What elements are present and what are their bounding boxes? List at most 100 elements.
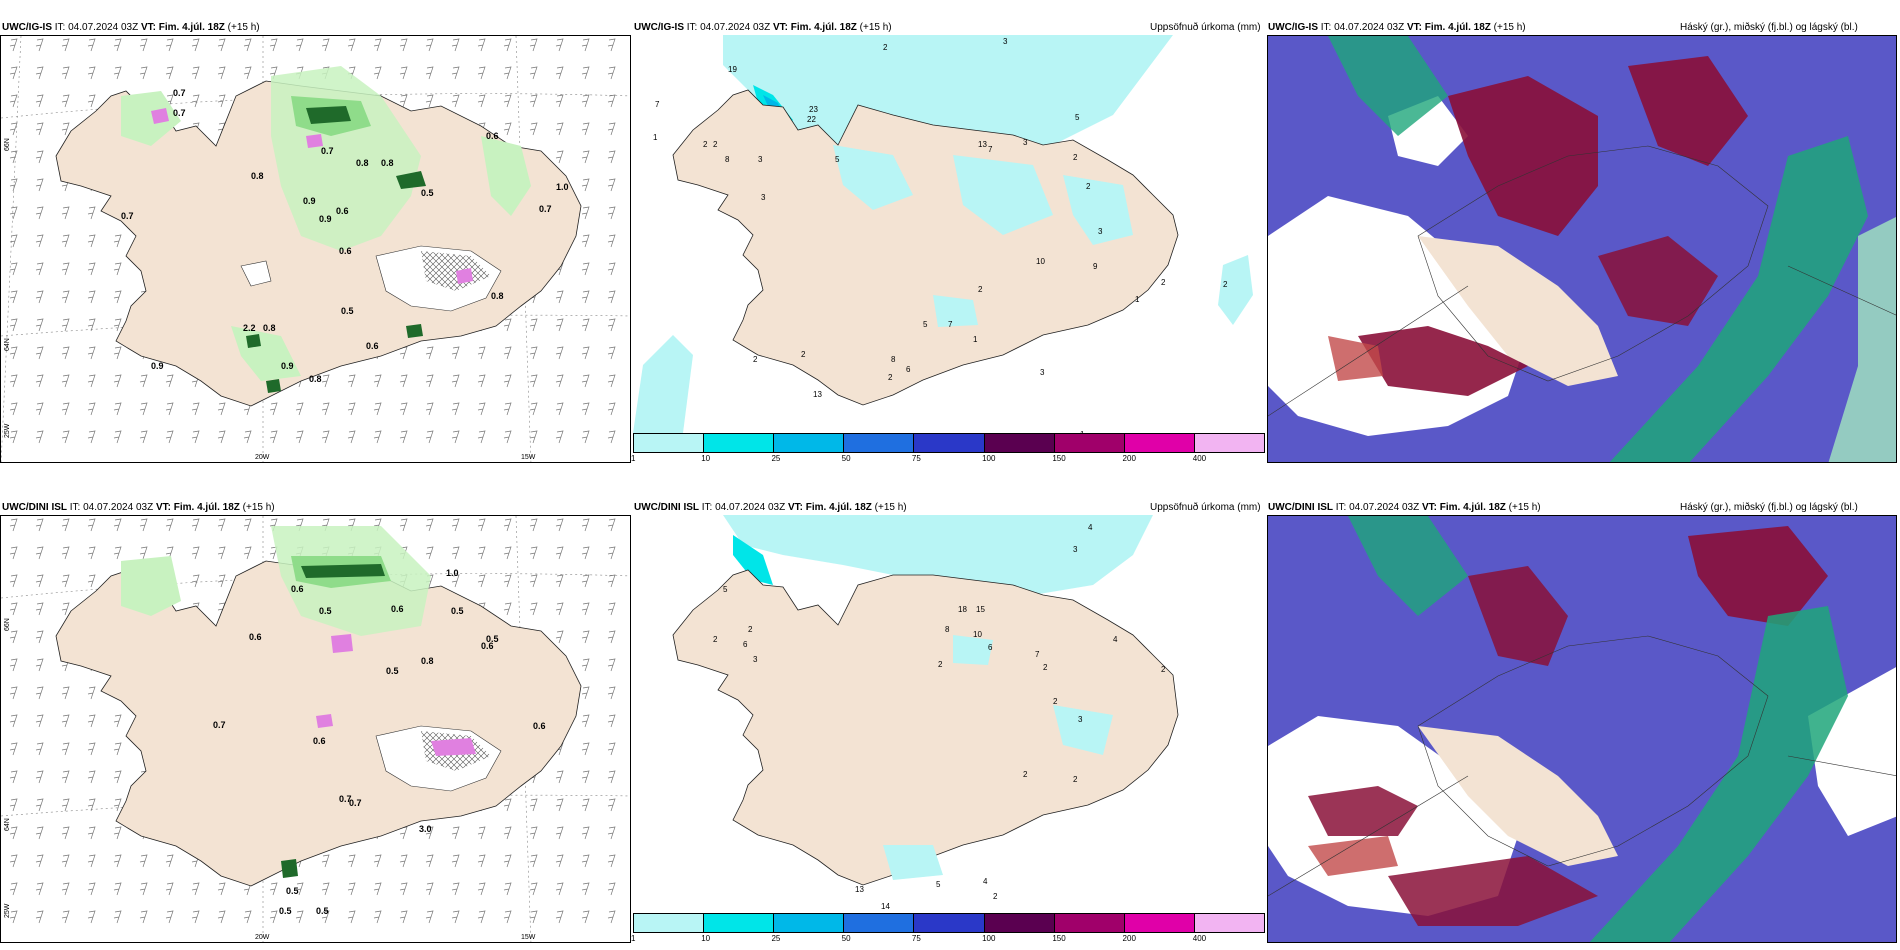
- map-value-label: 0.7: [321, 146, 334, 156]
- it-label: IT:: [54, 22, 66, 33]
- snow-areas: [121, 526, 476, 878]
- map-value-label: 2: [748, 625, 753, 634]
- map-value-label: 8: [945, 625, 950, 634]
- map-value-label: 0.8: [251, 171, 264, 181]
- colorbar-tick: 10: [701, 454, 711, 463]
- colorbar-cell: [774, 434, 845, 452]
- map-value-label: 0.6: [249, 632, 262, 642]
- map-value-label: 8: [725, 155, 730, 164]
- map-value-label: 1: [1135, 295, 1140, 304]
- map-value-label: 19: [728, 65, 737, 74]
- colorbar-tick: 200: [1122, 454, 1136, 463]
- precip-max: [733, 535, 773, 585]
- map-value-label: 2: [1053, 697, 1058, 706]
- map-value-label: 0.5: [316, 906, 329, 916]
- map-value-label: 6: [988, 643, 993, 652]
- map-bottom-mid[interactable]: 43522631815810267242232213145428: [633, 515, 1265, 913]
- map-value-label: 22: [807, 115, 816, 124]
- low-cloud-2: [1628, 56, 1748, 166]
- colorbar-tick: 1: [631, 454, 636, 463]
- colorbar-tick: 400: [1192, 454, 1207, 463]
- colorbar-tick: 25: [771, 934, 781, 943]
- map-value-label: 0.9: [319, 214, 332, 224]
- precip-title-bottom: Uppsöfnuð úrkoma (mm): [1150, 502, 1261, 513]
- land-visible: [1418, 236, 1618, 386]
- vt-label: VT:: [140, 22, 156, 33]
- lead-time: (+15 h): [874, 502, 907, 513]
- map-value-label: 2: [883, 43, 888, 52]
- precip-title-top: Uppsöfnuð úrkoma (mm): [1150, 22, 1261, 33]
- it-label: IT:: [1320, 22, 1332, 33]
- map-value-label: 5: [936, 880, 941, 889]
- colorbar-tick: 50: [841, 934, 851, 943]
- map-value-label: 2: [1161, 278, 1166, 287]
- map-value-label: 14: [881, 902, 890, 911]
- map-value-label: 2: [1073, 775, 1078, 784]
- map-bottom-left[interactable]: 1.0 0.6 0.5 0.6 0.5 0.5 0.6 0.5 0.8 0.6 0.7 0.6 0.7 3…: [0, 515, 631, 943]
- colorbar-cell: [1054, 434, 1125, 452]
- vt-label: VT:: [787, 502, 803, 513]
- map-value-label: 2: [888, 373, 893, 382]
- it-value: 04.07.2024 03Z: [700, 22, 771, 33]
- it-value: 04.07.2024 03Z: [715, 502, 786, 513]
- lon-label-15w: 15W: [521, 934, 536, 941]
- map-top-right[interactable]: [1267, 35, 1897, 463]
- map-value-label: 9: [1093, 262, 1098, 271]
- lon-label-20w: 20W: [255, 934, 270, 941]
- high-cloud-east: [1828, 217, 1896, 462]
- map-value-label: 0.5: [341, 306, 354, 316]
- it-value: 04.07.2024 03Z: [83, 502, 154, 513]
- colorbar-tick: 75: [911, 934, 921, 943]
- map-value-label: 2.2: [243, 323, 256, 333]
- colorbar-cell: [984, 434, 1055, 452]
- vt-value: Fim. 4.júl. 18Z: [173, 502, 240, 513]
- map-value-label: 0.5: [386, 666, 399, 676]
- lat-label-64: 64N: [4, 338, 11, 351]
- lat-label-25w: 25W: [4, 423, 11, 438]
- map-bottom-right[interactable]: [1267, 515, 1897, 943]
- coastline-cloud: [1268, 635, 1896, 897]
- colorbar-tick: 200: [1122, 934, 1136, 943]
- iceland-land-mid: [672, 89, 1179, 406]
- map-value-label: 3.0: [419, 824, 432, 834]
- map-value-label: 3: [761, 193, 766, 202]
- coastline-cloud: [1268, 145, 1896, 417]
- map-value-label: 2: [938, 660, 943, 669]
- map-value-label: 0.8: [421, 656, 434, 666]
- low-cloud-1: [1688, 526, 1828, 626]
- map-value-label: 13: [855, 885, 864, 894]
- vt-label: VT:: [1421, 502, 1437, 513]
- colorbar-cell: [704, 434, 775, 452]
- map-value-label: 0.6: [366, 341, 379, 351]
- panel-title-top-mid: UWC/IG-IS IT: 04.07.2024 03Z VT: Fim. 4.…: [634, 22, 892, 34]
- low-cloud-5: [1328, 336, 1383, 381]
- iceland-land: [55, 80, 582, 407]
- map-value-label: 10: [1036, 257, 1045, 266]
- map-top-left[interactable]: 0.7 0.7 0.8 0.6 0.8 0.8 0.5 0.9 0.9 0.6 0.7 0.8 0.5 2…: [0, 35, 631, 463]
- map-value-label: 0.9: [151, 361, 164, 371]
- vt-value: Fim. 4.júl. 18Z: [1424, 22, 1491, 33]
- map-value-label: 6: [906, 365, 911, 374]
- low-cloud-1: [1448, 76, 1598, 236]
- precip-colorbar-bottom: [633, 913, 1265, 933]
- map-value-label: 0.7: [213, 720, 226, 730]
- map-value-label: 13: [813, 390, 822, 399]
- lead-time: (+15 h): [242, 502, 275, 513]
- map-value-label: 2: [1073, 153, 1078, 162]
- it-label: IT:: [1335, 502, 1347, 513]
- map-value-label: 2: [978, 285, 983, 294]
- colorbar-tick: 100: [982, 454, 996, 463]
- cloud-map-svg: [1268, 36, 1896, 462]
- map-value-label: 0.6: [391, 604, 404, 614]
- colorbar-cell: [844, 914, 915, 932]
- it-value: 04.07.2024 03Z: [1349, 502, 1420, 513]
- map-value-label: 4: [983, 877, 988, 886]
- map-top-mid[interactable]: 2 3 19 23 22 7 1 2 2 8 3 3 5 13 7 3 5 2 2 10 9 3 1 2 2 2 5 7 8 6 1 2 2 13…: [633, 35, 1265, 433]
- map-value-label: 0.8: [381, 158, 394, 168]
- lat-label-64: 64N: [4, 818, 11, 831]
- high-cloud-band: [1609, 136, 1868, 462]
- iceland-land-mid: [672, 569, 1179, 886]
- map-value-label: 0.6: [339, 246, 352, 256]
- cloud-title-top: Háský (gr.), miðský (fj.bl.) og lágský (…: [1680, 22, 1858, 33]
- map-value-label: 2: [1223, 280, 1228, 289]
